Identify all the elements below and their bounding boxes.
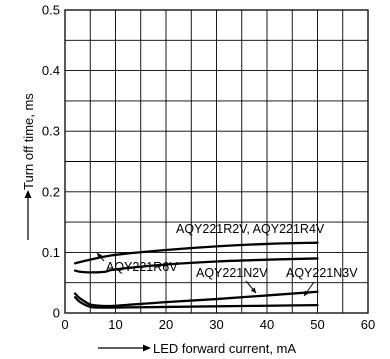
grid [65, 10, 368, 313]
y-tick-label: 0 [53, 306, 60, 321]
series-line-2 [73, 257, 319, 274]
x-tick-label: 30 [209, 317, 223, 332]
x-tick-label: 40 [260, 317, 274, 332]
annotation-arrowhead-2 [97, 253, 103, 259]
y-axis-label: Turn off time, ms [21, 93, 36, 190]
axis-ticks: 0 10 20 30 40 50 60 0 0.1 0.2 0.3 0.4 0.5 [42, 3, 375, 333]
annotation-arrowhead-4 [304, 290, 309, 296]
annotation-label-2: AQY221R6V [106, 260, 178, 274]
plot-frame [64, 9, 369, 314]
x-tick-label: 60 [361, 317, 375, 332]
annotation-label-1: AQY221R2V, AQY221R4V [176, 222, 325, 236]
annotation-arrowhead-3 [250, 287, 256, 293]
series-line-4 [73, 296, 319, 309]
y-tick-label: 0.1 [42, 245, 60, 260]
y-axis-label-group: Turn off time, ms [21, 93, 36, 240]
x-axis-label-group: LED forward current, mA [98, 341, 296, 356]
annotations: AQY221R2V, AQY221R4V AQY221R6V AQY221N2V AQ… [96, 222, 358, 297]
y-tick-label: 0.4 [42, 63, 60, 78]
annotation-label-3: AQY221N2V [196, 266, 268, 280]
series-line-3 [73, 290, 319, 308]
x-tick-label: 10 [108, 317, 122, 332]
x-axis-label: LED forward current, mA [153, 341, 296, 356]
x-tick-label: 50 [310, 317, 324, 332]
x-tick-label: 20 [159, 317, 173, 332]
y-axis-arrow-head [24, 190, 32, 198]
x-axis-arrow-head [143, 344, 151, 352]
series-lines [73, 241, 319, 309]
x-tick-label: 0 [61, 317, 68, 332]
y-tick-label: 0.3 [42, 124, 60, 139]
y-tick-label: 0.2 [42, 184, 60, 199]
annotation-label-4: AQY221N3V [286, 266, 358, 280]
y-tick-label: 0.5 [42, 3, 60, 18]
series-line-1 [73, 241, 319, 265]
